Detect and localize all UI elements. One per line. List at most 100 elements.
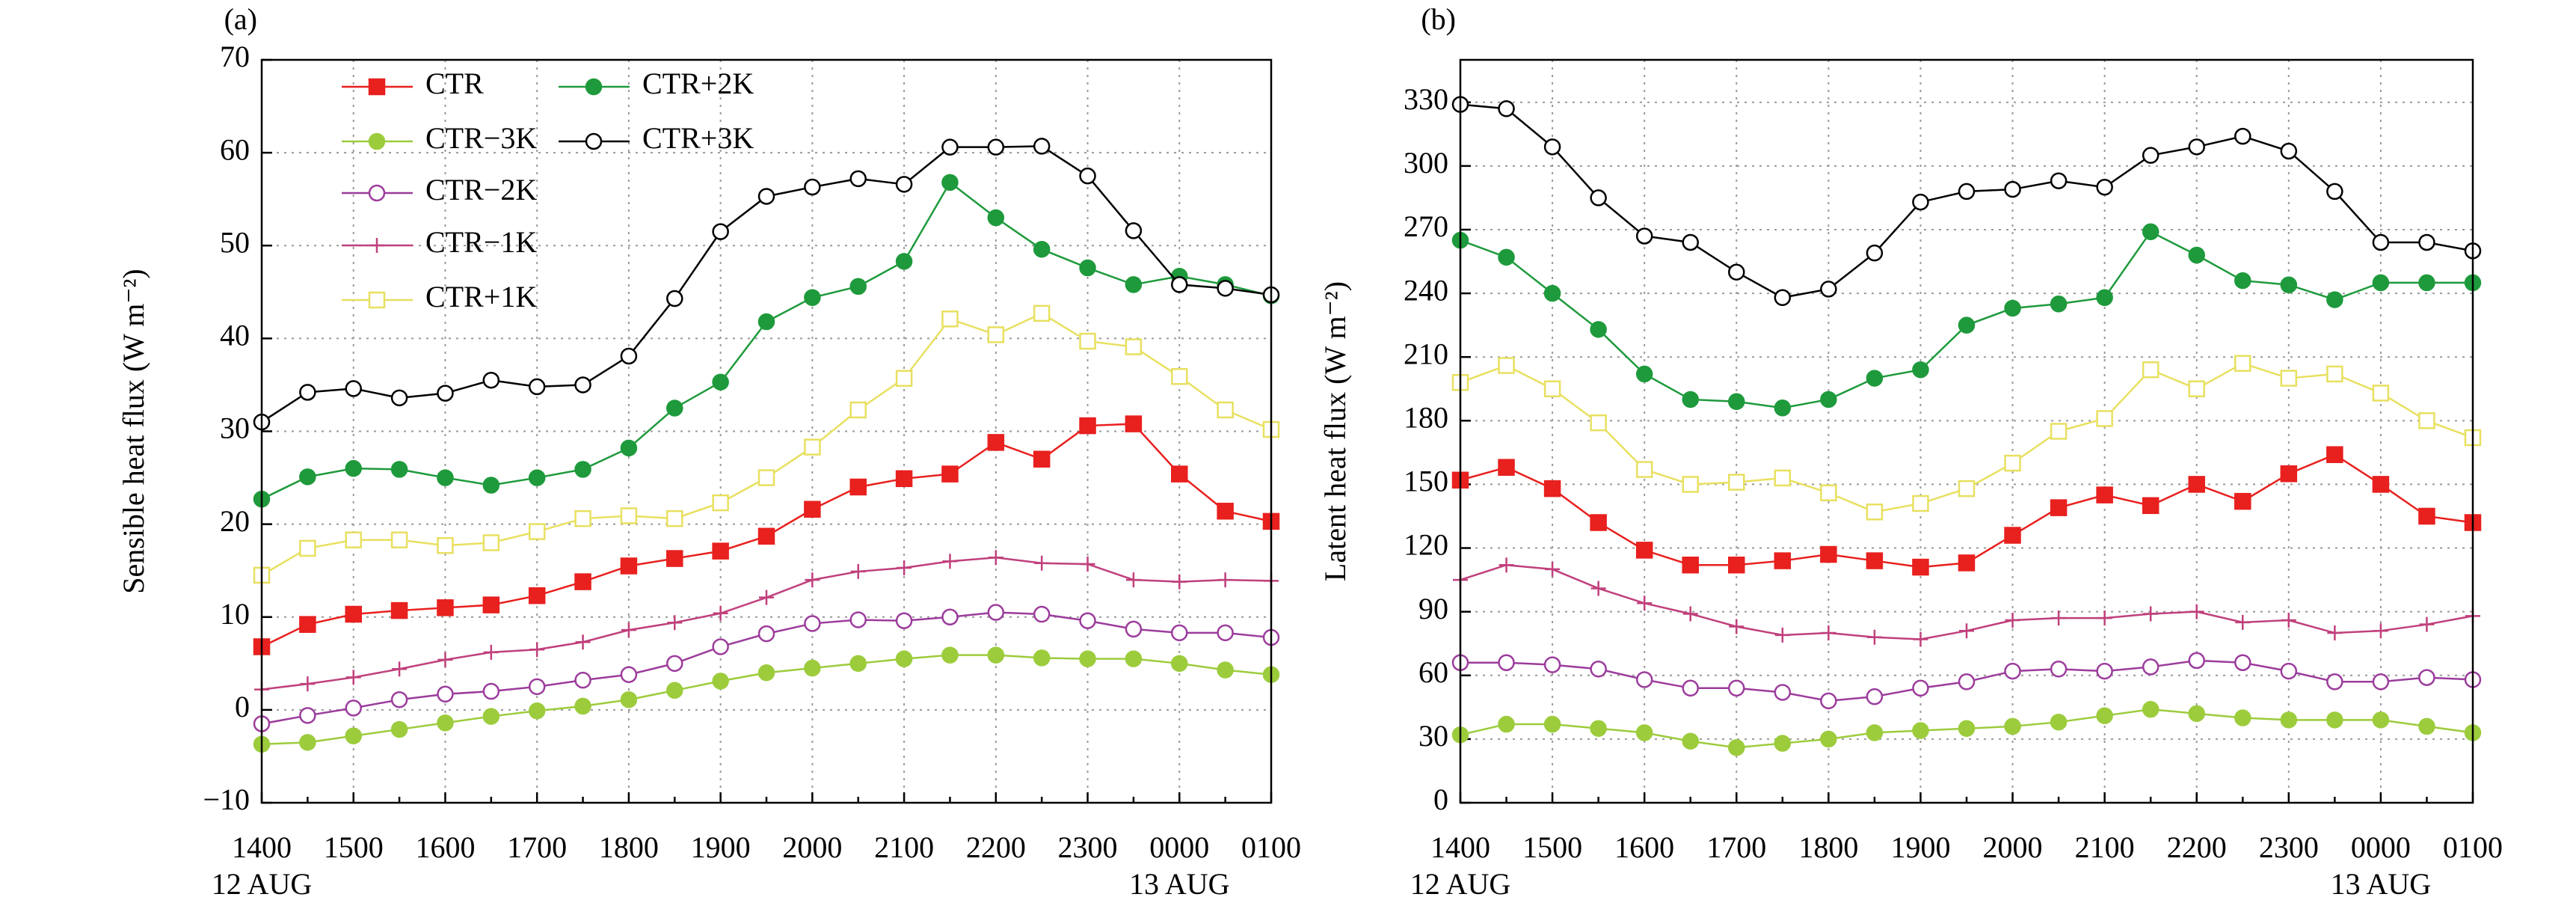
marker: [804, 501, 821, 518]
marker: [1866, 370, 1884, 387]
marker: [1866, 688, 1884, 705]
marker: [2096, 289, 2113, 307]
marker: [1820, 484, 1837, 502]
marker: [2143, 606, 2159, 622]
marker: [1171, 624, 1188, 642]
marker: [1635, 671, 1653, 688]
marker: [482, 477, 500, 494]
marker: [1774, 469, 1792, 487]
marker: [299, 707, 316, 724]
marker: [2372, 476, 2390, 493]
marker: [2418, 507, 2435, 525]
marker: [941, 608, 959, 625]
marker: [2326, 291, 2343, 308]
marker: [2280, 465, 2298, 483]
marker: [1635, 724, 1653, 741]
marker: [1635, 227, 1653, 245]
x-tick-label: 0000: [1149, 830, 1209, 864]
marker: [437, 599, 454, 616]
marker: [849, 278, 867, 296]
marker: [368, 78, 386, 96]
series: [253, 304, 1280, 584]
marker: [482, 534, 500, 551]
marker: [941, 465, 959, 483]
marker: [1171, 276, 1188, 293]
marker: [437, 536, 454, 554]
marker: [1682, 391, 1699, 408]
marker: [895, 470, 913, 488]
marker: [2234, 127, 2251, 145]
legend-label: CTR−1K: [425, 225, 537, 259]
marker: [483, 644, 499, 660]
series: [1453, 557, 2480, 647]
marker: [482, 371, 500, 389]
marker: [1498, 654, 1515, 671]
marker: [666, 400, 683, 417]
marker: [2142, 147, 2160, 164]
marker: [2372, 274, 2390, 292]
marker: [1912, 361, 1929, 379]
marker: [2004, 454, 2021, 472]
marker: [1635, 542, 1653, 559]
series: [1451, 355, 2482, 521]
y-tick-label: 0: [1433, 783, 1448, 816]
marker: [2096, 410, 2113, 427]
marker: [1774, 552, 1792, 569]
marker: [528, 678, 546, 696]
marker: [1821, 625, 1836, 641]
marker: [2418, 669, 2435, 686]
marker: [2419, 616, 2435, 632]
y-tick-label: 60: [220, 132, 250, 166]
marker: [1774, 400, 1792, 417]
marker: [574, 376, 591, 394]
marker: [757, 664, 775, 682]
marker: [437, 714, 454, 732]
line: [261, 145, 1272, 423]
marker: [1820, 545, 1837, 563]
marker: [942, 554, 958, 569]
marker: [2280, 662, 2298, 680]
marker: [1079, 650, 1096, 667]
marker: [804, 615, 821, 632]
marker: [1172, 574, 1187, 590]
marker: [804, 659, 821, 677]
marker: [1217, 624, 1234, 642]
marker: [1912, 679, 1929, 697]
marker: [390, 602, 408, 619]
marker: [299, 539, 316, 557]
marker: [1033, 649, 1051, 667]
marker: [712, 223, 729, 240]
marker: [2372, 673, 2390, 691]
marker: [368, 132, 386, 150]
marker: [1543, 715, 1561, 733]
y-axis-label: Latent heat flux (W m⁻²): [1318, 281, 1352, 581]
marker: [988, 550, 1003, 566]
marker: [1125, 222, 1143, 239]
marker: [804, 438, 821, 456]
marker: [1125, 620, 1143, 638]
marker: [2050, 296, 2068, 313]
marker: [987, 434, 1005, 451]
marker: [390, 461, 408, 478]
marker: [1217, 572, 1233, 588]
marker: [1866, 724, 1884, 741]
marker: [895, 253, 913, 270]
x-tick-label: 1500: [324, 830, 384, 864]
marker: [1866, 244, 1884, 262]
y-tick-label: 120: [1404, 528, 1448, 562]
marker: [1171, 465, 1188, 483]
marker: [666, 655, 683, 673]
marker: [1774, 627, 1790, 643]
x-tick-label: 2000: [1983, 830, 2043, 864]
marker: [941, 174, 959, 192]
x-tick-label: 2300: [1058, 830, 1118, 864]
marker: [1912, 495, 1929, 512]
series: [1451, 223, 2482, 417]
marker: [2004, 299, 2021, 317]
marker: [713, 605, 728, 621]
marker: [895, 176, 913, 193]
marker: [1866, 552, 1884, 569]
marker: [528, 702, 546, 720]
marker: [345, 670, 361, 685]
marker: [1171, 655, 1188, 673]
